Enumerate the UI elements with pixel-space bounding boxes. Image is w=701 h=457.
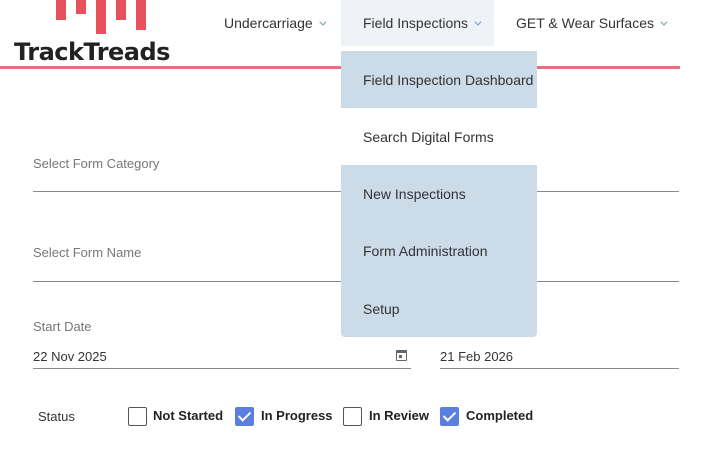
nav-item-undercarriage[interactable]: Undercarriage	[224, 0, 327, 46]
chevron-down-icon	[474, 18, 482, 26]
field-inspections-dropdown: Field Inspection Dashboard Search Digita…	[341, 51, 537, 337]
start-date-underline	[33, 368, 411, 369]
form-name-select[interactable]: Select Form Name	[33, 245, 142, 260]
menu-item-search-digital-forms[interactable]: Search Digital Forms	[341, 108, 537, 165]
nav-item-label: Undercarriage	[224, 15, 313, 31]
nav-item-label: GET & Wear Surfaces	[516, 15, 654, 31]
menu-item-new-inspections[interactable]: New Inspections	[363, 185, 466, 202]
calendar-icon[interactable]	[396, 350, 407, 361]
checkbox-in-progress[interactable]	[235, 407, 254, 426]
checkbox-not-started[interactable]	[128, 407, 147, 426]
brand-name: TrackTreads	[14, 38, 170, 66]
checkbox-completed[interactable]	[440, 407, 459, 426]
chevron-down-icon	[319, 18, 327, 26]
menu-item-field-inspection-dashboard[interactable]: Field Inspection Dashboard	[363, 71, 534, 88]
checkbox-label-completed[interactable]: Completed	[466, 408, 534, 423]
menu-item-form-administration[interactable]: Form Administration	[363, 242, 488, 259]
nav-item-field-inspections[interactable]: Field Inspections	[341, 0, 494, 46]
checkbox-label-not-started[interactable]: Not Started	[153, 408, 224, 423]
checkbox-in-review[interactable]	[343, 407, 362, 426]
end-date-underline	[440, 368, 679, 369]
nav-item-get-wear-surfaces[interactable]: GET & Wear Surfaces	[516, 0, 668, 46]
status-label: Status	[38, 409, 75, 424]
menu-item-setup[interactable]: Setup	[363, 300, 400, 317]
checkbox-label-in-progress[interactable]: In Progress	[261, 408, 333, 423]
header-divider	[0, 66, 680, 69]
end-date-input[interactable]: 21 Feb 2026	[440, 349, 514, 364]
nav-item-label: Field Inspections	[363, 15, 469, 31]
start-date-input[interactable]: 22 Nov 2025	[33, 349, 107, 364]
checkbox-label-in-review[interactable]: In Review	[369, 408, 429, 423]
start-date-label: Start Date	[33, 319, 92, 334]
logo-mark-icon	[56, 0, 148, 36]
chevron-down-icon	[660, 18, 668, 26]
form-category-select[interactable]: Select Form Category	[33, 156, 160, 171]
brand-logo[interactable]: TrackTreads	[14, 0, 184, 66]
